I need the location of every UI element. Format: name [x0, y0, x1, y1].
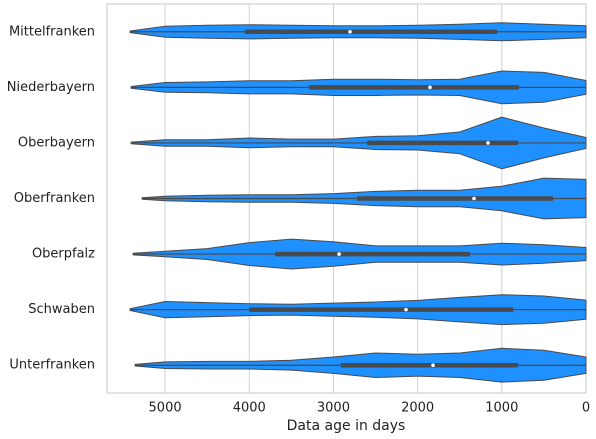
y-tick-label: Oberbayern [18, 135, 95, 150]
y-tick-label: Oberpfalz [32, 247, 95, 262]
y-tick-label: Unterfranken [9, 358, 95, 373]
median [404, 307, 408, 312]
x-tick-label: 4000 [233, 401, 266, 416]
x-tick-label: 2000 [401, 401, 434, 416]
x-axis-label: Data age in days [287, 418, 406, 434]
median [348, 29, 352, 34]
median [431, 363, 435, 368]
x-tick-label: 3000 [317, 401, 350, 416]
y-tick-label: Mittelfranken [9, 24, 95, 39]
x-tick-label: 1000 [485, 401, 518, 416]
median [472, 196, 476, 201]
x-tick-label: 0 [582, 401, 590, 416]
x-tick-label: 5000 [149, 401, 182, 416]
y-tick-label: Schwaben [28, 302, 95, 317]
median [486, 141, 490, 145]
y-tick-label: Oberfranken [14, 191, 95, 206]
y-tick-label: Niederbayern [7, 80, 95, 95]
median [337, 252, 341, 256]
median [428, 85, 432, 90]
